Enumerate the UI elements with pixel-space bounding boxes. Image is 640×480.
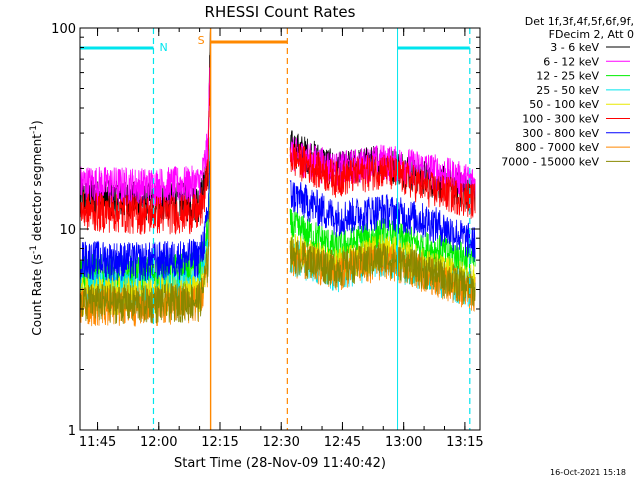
x-axis-label: Start Time (28-Nov-09 11:40:42) <box>174 456 386 471</box>
series-trace <box>80 195 476 324</box>
legend-header-line-1: Det 1f,3f,4f,5f,6f,9f, <box>525 15 634 28</box>
series-300-800-kev <box>80 144 476 281</box>
series-trace <box>80 144 476 281</box>
x-tick-label: 13:15 <box>446 435 483 450</box>
x-tick-label: 12:30 <box>262 435 299 450</box>
saa-label: S <box>198 34 205 47</box>
y-tick-label: 10 <box>59 223 76 238</box>
legend-label: 12 - 25 keV <box>536 70 599 83</box>
legend-label: 6 - 12 keV <box>543 55 599 68</box>
legend-entry: 800 - 7000 keV <box>515 141 630 154</box>
legend-label: 50 - 100 keV <box>529 98 599 111</box>
legend-entry: 6 - 12 keV <box>543 55 630 68</box>
legend-entry: 7000 - 15000 keV <box>501 155 630 168</box>
legend-entry: 12 - 25 keV <box>536 70 630 83</box>
y-axis-label: Count Rate (s-1 detector segment-1) <box>29 120 44 335</box>
legend-label: 300 - 800 keV <box>522 127 599 140</box>
x-tick-label: 12:45 <box>324 435 361 450</box>
series-trace <box>80 57 476 235</box>
legend-label: 100 - 300 keV <box>522 113 599 126</box>
legend-label: 3 - 6 keV <box>550 41 599 54</box>
legend-label: 800 - 7000 keV <box>515 141 599 154</box>
y-tick-label: 100 <box>51 22 76 37</box>
legend-entry: 100 - 300 keV <box>522 113 630 126</box>
chart-title: RHESSI Count Rates <box>205 3 356 21</box>
x-tick-label: 11:45 <box>79 435 116 450</box>
night-label: N <box>159 41 167 54</box>
series-7000-15000-kev <box>80 195 476 324</box>
legend-label: 25 - 50 keV <box>536 84 599 97</box>
legend-header-line-2: FDecim 2, Att 0 <box>549 28 634 41</box>
series-100-300-kev <box>80 57 476 235</box>
legend-entry: 3 - 6 keV <box>550 41 630 54</box>
legend-entry: 300 - 800 keV <box>522 127 630 140</box>
legend-entry: 25 - 50 keV <box>536 84 630 97</box>
y-tick-label: 1 <box>68 424 76 439</box>
legend-entry: 50 - 100 keV <box>529 98 630 111</box>
legend-label: 7000 - 15000 keV <box>501 155 599 168</box>
x-tick-label: 12:15 <box>201 435 238 450</box>
generation-timestamp: 16-Oct-2021 15:18 <box>550 468 626 477</box>
x-tick-label: 12:00 <box>140 435 177 450</box>
x-tick-label: 13:00 <box>385 435 422 450</box>
series-layer <box>80 28 476 327</box>
axis-layer: 1 10 100 11:45 12:00 12:15 12:30 12:45 13:00 13:1… <box>51 22 483 450</box>
